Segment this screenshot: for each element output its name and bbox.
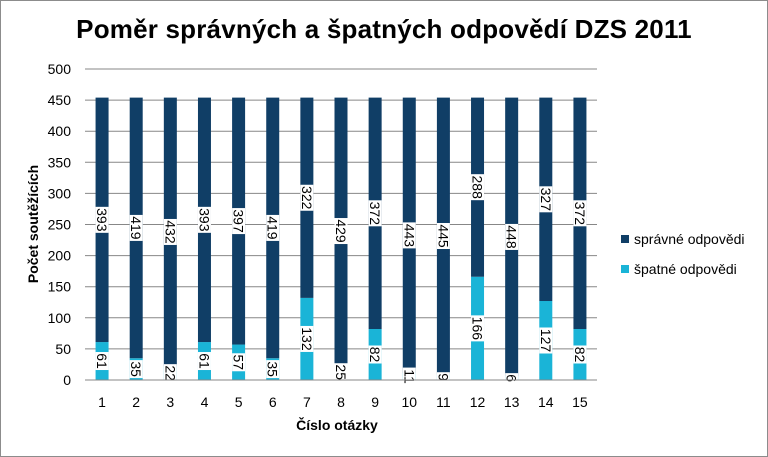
data-label-spravne-bg [197, 206, 211, 233]
data-label-spravne-bg [471, 174, 485, 201]
x-tick-label: 5 [235, 394, 243, 410]
data-label-spravne-bg [505, 223, 519, 250]
data-label-spatne: 132 [299, 327, 315, 351]
data-label-spatne-bg [163, 364, 177, 383]
data-label-spatne-bg [266, 360, 280, 379]
data-label-spatne-bg [129, 360, 143, 379]
y-tick-label: 450 [48, 92, 72, 108]
data-label-spatne: 35 [265, 361, 281, 377]
data-label-spravne: 397 [231, 209, 247, 233]
data-label-spatne-bg [539, 327, 553, 354]
data-label-spatne-bg [436, 372, 450, 383]
x-tick-label: 9 [371, 394, 379, 410]
data-label-spravne: 372 [367, 202, 383, 226]
y-tick-label: 50 [55, 341, 71, 357]
x-tick-label: 8 [337, 394, 345, 410]
x-tick-label: 15 [572, 394, 588, 410]
data-label-spatne-bg [471, 315, 485, 342]
data-label-spravne: 429 [333, 219, 349, 243]
bars: 61 393 35 419 22 432 61 393 57 397 35 419 132 322 25 42… [94, 97, 588, 386]
data-label-spatne: 82 [367, 347, 383, 363]
data-label-spravne: 327 [538, 188, 554, 212]
data-label-spravne-bg [539, 186, 553, 213]
data-label-spravne: 432 [162, 220, 178, 244]
data-label-spatne-bg [368, 345, 382, 364]
y-tick-label: 500 [48, 61, 72, 77]
x-tick-label: 1 [98, 394, 106, 410]
data-label-spravne: 288 [470, 176, 486, 200]
data-label-spravne: 393 [94, 208, 110, 232]
legend-label: špatné odpovědi [634, 261, 737, 277]
data-label-spatne: 61 [94, 353, 110, 369]
x-tick-label: 6 [269, 394, 277, 410]
y-axis-ticks: 0 50 100 150 200 250 300 350 400 450 500 [48, 61, 72, 388]
x-tick-label: 13 [504, 394, 520, 410]
data-label-spravne-bg [129, 214, 143, 241]
data-label-spatne: 166 [470, 317, 486, 341]
data-label-spravne: 322 [299, 186, 315, 210]
y-tick-label: 150 [48, 279, 72, 295]
data-label-spatne: 57 [231, 354, 247, 370]
data-label-spatne: 25 [333, 364, 349, 380]
data-label-spravne-bg [402, 222, 416, 249]
data-label-spatne-bg [300, 325, 314, 352]
data-label-spravne-bg [232, 208, 246, 235]
data-label-spravne: 393 [196, 208, 212, 232]
y-tick-label: 350 [48, 154, 72, 170]
legend-label: správné odpovědi [634, 231, 745, 247]
data-label-spravne: 445 [435, 224, 451, 248]
data-label-spatne-bg [197, 352, 211, 371]
data-label-spravne-bg [266, 214, 280, 241]
y-tick-label: 400 [48, 123, 72, 139]
y-axis-label: Počet soutěžících [25, 165, 41, 283]
y-tick-label: 200 [48, 248, 72, 264]
data-label-spravne: 448 [504, 225, 520, 249]
x-tick-label: 10 [401, 394, 417, 410]
data-label-spatne: 6 [504, 374, 520, 382]
data-label-spravne: 443 [401, 224, 417, 248]
data-label-spravne: 419 [265, 216, 281, 240]
legend-swatch [621, 235, 629, 243]
x-tick-label: 3 [166, 394, 174, 410]
y-tick-label: 0 [63, 372, 71, 388]
data-label-spatne: 9 [435, 373, 451, 381]
data-label-spravne: 419 [128, 216, 144, 240]
data-label-spatne-bg [95, 352, 109, 371]
data-label-spravne-bg [368, 200, 382, 227]
y-tick-label: 300 [48, 185, 72, 201]
x-tick-label: 2 [132, 394, 140, 410]
x-axis-ticks: 1 2 3 4 5 6 7 8 9 10 11 12 13 14 15 [98, 394, 588, 410]
data-label-spatne: 35 [128, 361, 144, 377]
data-label-spatne-bg [573, 345, 587, 364]
legend: správné odpovědi špatné odpovědi [621, 231, 745, 277]
data-label-spravne-bg [95, 206, 109, 233]
x-tick-label: 7 [303, 394, 311, 410]
data-label-spatne: 82 [572, 347, 588, 363]
data-label-spravne-bg [334, 218, 348, 245]
data-label-spatne: 11 [401, 369, 417, 384]
data-label-spatne: 61 [196, 353, 212, 369]
data-label-spatne-bg [232, 353, 246, 372]
data-label-spravne: 372 [572, 202, 588, 226]
data-label-spatne-bg [402, 367, 416, 386]
data-label-spatne-bg [334, 363, 348, 382]
x-axis-label: Číslo otázky [296, 416, 378, 433]
x-tick-label: 11 [436, 394, 451, 410]
data-label-spatne: 22 [162, 365, 178, 381]
x-tick-label: 4 [201, 394, 209, 410]
data-label-spatne: 127 [538, 329, 554, 353]
x-tick-label: 14 [538, 394, 554, 410]
chart-title: Poměr správných a špatných odpovědí DZS … [76, 14, 692, 44]
legend-swatch [621, 265, 629, 273]
y-tick-label: 100 [48, 310, 72, 326]
data-label-spravne-bg [573, 200, 587, 227]
data-label-spravne-bg [163, 218, 177, 245]
data-label-spatne-bg [505, 373, 519, 384]
x-tick-label: 12 [470, 394, 486, 410]
data-label-spravne-bg [300, 184, 314, 211]
y-tick-label: 250 [48, 217, 72, 233]
data-label-spravne-bg [436, 223, 450, 250]
